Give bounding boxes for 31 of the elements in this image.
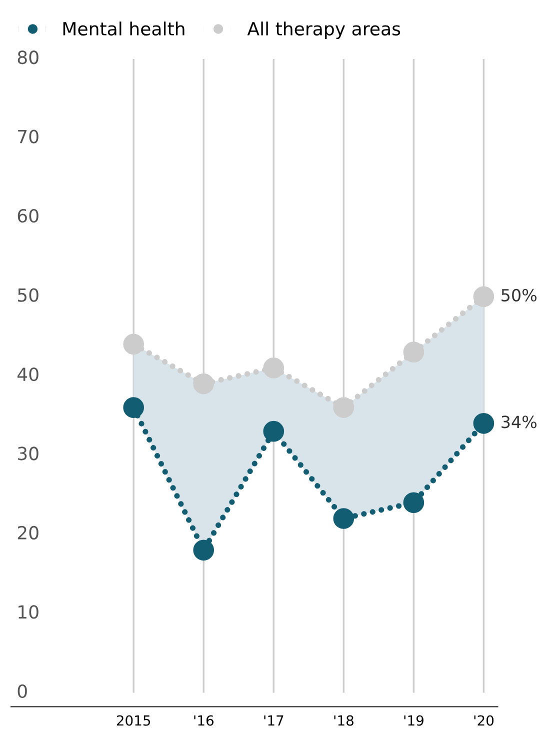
point: [333, 397, 354, 418]
y-tick-label: 40: [18, 367, 38, 382]
x-tick-label: '19: [404, 715, 424, 726]
y-tick-label: 30: [18, 446, 38, 460]
point: [123, 334, 144, 355]
data-label: 34%: [502, 416, 536, 428]
y-tick-label: 20: [18, 526, 38, 540]
legend-label: Mental health: [63, 22, 184, 36]
y-tick-label: 50: [18, 288, 38, 302]
point: [193, 373, 214, 394]
point: [263, 358, 284, 378]
point: [263, 420, 284, 442]
point: [403, 492, 424, 514]
y-tick-label: 10: [18, 605, 38, 619]
legend-label: All therapy areas: [247, 22, 400, 40]
point: [473, 412, 494, 434]
y-tick-label: 70: [18, 130, 38, 144]
point: [193, 540, 214, 561]
point: [123, 397, 144, 418]
x-tick-label: '17: [264, 715, 284, 726]
y-tick-label: 60: [18, 208, 38, 223]
x-tick-label: 2015: [116, 715, 150, 726]
x-tick-label: '18: [334, 715, 354, 726]
y-tick-label: 80: [18, 50, 38, 64]
y-tick-label: 0: [18, 684, 27, 698]
point: [333, 508, 354, 529]
data-label: 50%: [502, 288, 536, 302]
point: [403, 342, 424, 363]
x-tick-label: '16: [194, 715, 214, 726]
x-tick-label: '20: [474, 715, 494, 726]
point: [473, 286, 494, 308]
